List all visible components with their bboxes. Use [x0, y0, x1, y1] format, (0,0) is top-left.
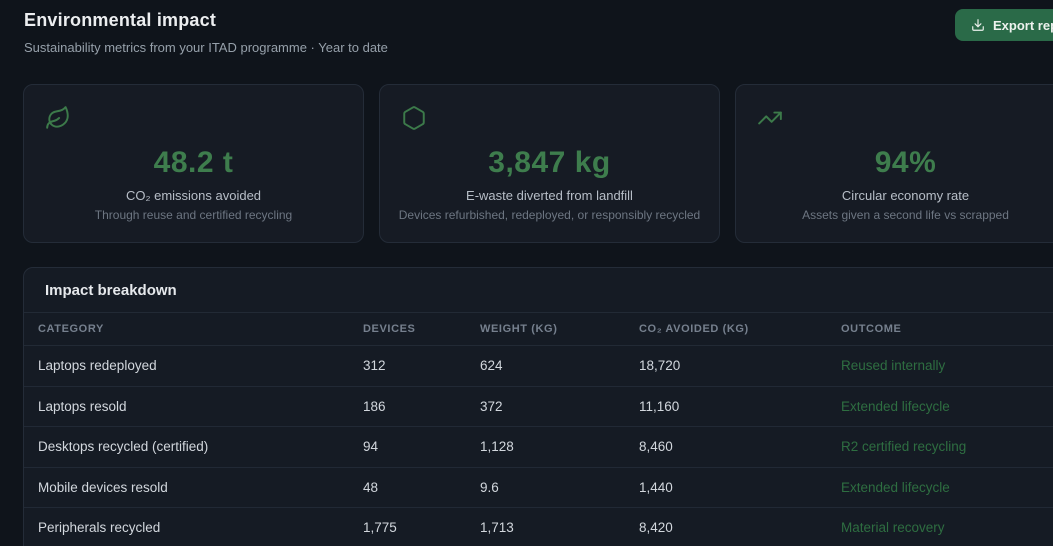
metric-label: Circular economy rate [841, 188, 970, 203]
export-report-label: Export report [993, 17, 1053, 33]
hexagon-icon [401, 105, 427, 131]
cell-weight: 624 [480, 358, 503, 374]
cell-co2: 8,420 [639, 520, 673, 536]
metric-label: E-waste diverted from landfill [466, 188, 633, 203]
cell-devices: 186 [363, 398, 386, 414]
table-header-row: Category Devices Weight (kg) CO₂ avoided… [24, 313, 1053, 346]
cell-category: Laptops resold [38, 398, 127, 414]
leaf-icon [45, 105, 71, 131]
column-header-weight: Weight (kg) [480, 323, 558, 335]
page-title: Environmental impact [24, 10, 217, 30]
metric-sublabel: Assets given a second life vs scrapped [802, 208, 1009, 222]
column-header-category: Category [38, 323, 104, 335]
metric-card-co2-avoided: 48.2 t CO₂ emissions avoided Through reu… [23, 84, 364, 243]
page-subtitle: Sustainability metrics from your ITAD pr… [24, 40, 388, 55]
metric-value: 3,847 kg [488, 146, 611, 179]
cell-category: Laptops redeployed [38, 358, 157, 374]
metric-card-ewaste-diverted: 3,847 kg E-waste diverted from landfill … [379, 84, 720, 243]
cell-outcome: Material recovery [841, 520, 945, 536]
table-row: Laptops redeployed 312 624 18,720 Reused… [24, 346, 1053, 387]
metric-cards: 48.2 t CO₂ emissions avoided Through reu… [23, 84, 1053, 243]
cell-weight: 9.6 [480, 479, 499, 495]
metric-card-circular-economy: 94% Circular economy rate Assets given a… [735, 84, 1053, 243]
table-title: Impact breakdown [24, 268, 1053, 313]
cell-co2: 8,460 [639, 439, 673, 455]
metric-value: 94% [874, 146, 937, 179]
trending-up-icon [757, 105, 783, 131]
cell-weight: 1,128 [480, 439, 514, 455]
export-report-button[interactable]: Export report [955, 9, 1053, 41]
cell-outcome: Extended lifecycle [841, 479, 950, 495]
cell-devices: 1,775 [363, 520, 397, 536]
cell-outcome: Reused internally [841, 358, 946, 374]
cell-devices: 48 [363, 479, 379, 495]
table-row: Desktops recycled (certified) 94 1,128 8… [24, 427, 1053, 468]
metric-label: CO₂ emissions avoided [125, 188, 262, 203]
cell-devices: 312 [363, 358, 386, 374]
column-header-devices: Devices [363, 323, 416, 335]
cell-devices: 94 [363, 439, 379, 455]
table-row: Mobile devices resold 48 9.6 1,440 Exten… [24, 468, 1053, 508]
cell-weight: 372 [480, 398, 503, 414]
metric-value: 48.2 t [153, 146, 234, 179]
impact-breakdown-panel: Impact breakdown Category Devices Weight… [23, 267, 1053, 546]
cell-co2: 18,720 [639, 358, 681, 374]
metric-sublabel: Through reuse and certified recycling [94, 208, 293, 222]
cell-category: Desktops recycled (certified) [38, 439, 209, 455]
cell-outcome: Extended lifecycle [841, 398, 950, 414]
cell-category: Peripherals recycled [38, 520, 161, 536]
table-row: Laptops resold 186 372 11,160 Extended l… [24, 387, 1053, 427]
cell-outcome: R2 certified recycling [841, 439, 967, 455]
column-header-co2-avoided: CO₂ avoided (kg) [639, 323, 749, 335]
cell-weight: 1,713 [480, 520, 514, 536]
cell-co2: 11,160 [639, 398, 680, 414]
metric-sublabel: Devices refurbished, redeployed, or resp… [398, 208, 701, 222]
cell-category: Mobile devices resold [38, 479, 168, 495]
column-header-outcome: Outcome [841, 323, 902, 335]
table-row: Peripherals recycled 1,775 1,713 8,420 M… [24, 508, 1053, 546]
cell-co2: 1,440 [639, 479, 673, 495]
download-icon [971, 18, 985, 32]
